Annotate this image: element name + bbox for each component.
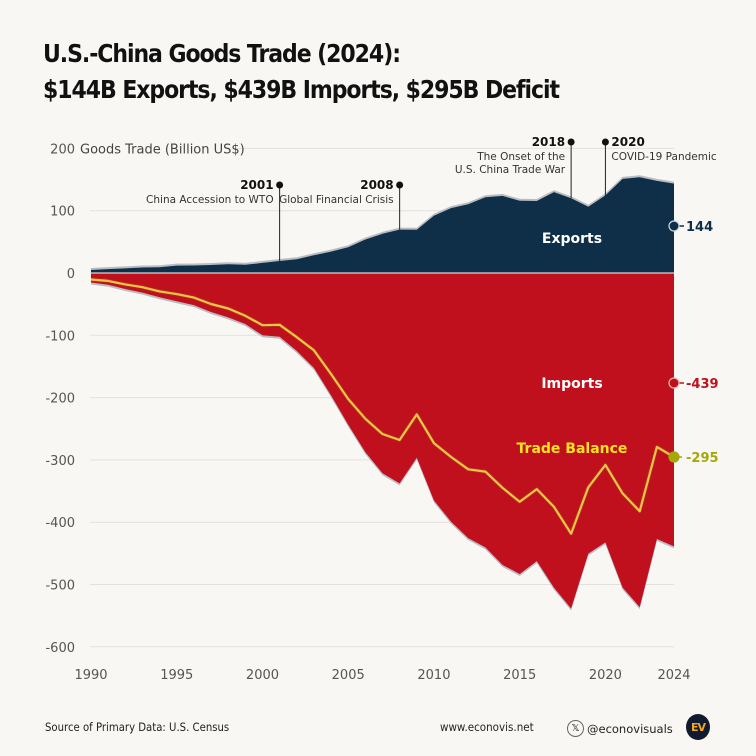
trade_balance-end-value: -295 — [686, 451, 719, 466]
x-logo-icon: 𝕏 — [567, 720, 584, 737]
annotation-year: 2001 — [240, 178, 273, 192]
trade-balance-line — [90, 278, 675, 535]
exports-end-value: 144 — [686, 220, 713, 235]
title-line-2: $144B Exports, $439B Imports, $295B Defi… — [43, 75, 560, 104]
y-tick-label: -500 — [45, 579, 75, 594]
y-tick-label: 200 — [50, 142, 75, 157]
website-link[interactable]: www.econovis.net — [440, 720, 534, 734]
annotation-year: 2020 — [611, 135, 644, 149]
y-axis-ticks: 200 100 0 -100 -200 -300 -400 -500 -600 Goods Tra… — [45, 142, 244, 655]
areas — [90, 175, 676, 611]
event-annotations: 2001 China Accession to WTO 2008 Global Fin… — [146, 135, 717, 262]
exports-end-dot — [668, 220, 680, 232]
y-tick-label: -600 — [45, 641, 75, 656]
annotation-text: COVID-19 Pandemic — [611, 151, 716, 163]
chart-title: U.S.-China Goods Trade (2024): $144B Exp… — [43, 36, 560, 108]
trade-balance-label: Trade Balance — [517, 441, 628, 457]
annotation-year: 2008 — [360, 178, 393, 192]
annotation-dot-2001 — [276, 181, 284, 189]
y-tick-label: 100 — [50, 205, 75, 220]
x-tick-label: 2024 — [657, 668, 690, 683]
imports-end-value: -439 — [686, 377, 719, 392]
econovis-logo: EV — [686, 714, 710, 740]
social-handle[interactable]: 𝕏 @econovisuals — [567, 720, 673, 737]
chart: 200 100 0 -100 -200 -300 -400 -500 -600 Goods Tra… — [45, 135, 719, 683]
x-tick-label: 2020 — [589, 668, 622, 683]
exports-area — [91, 177, 674, 273]
x-tick-label: 2010 — [417, 668, 450, 683]
series-labels: Exports Imports Trade Balance 144 -439 -295 — [517, 220, 719, 466]
y-tick-label: -200 — [45, 392, 75, 407]
annotation-dot-2018 — [567, 138, 575, 146]
source-note: Source of Primary Data: U.S. Census — [45, 720, 230, 734]
x-axis-ticks: 1990 1995 2000 2005 2010 2015 2020 2024 — [74, 668, 690, 683]
annotation-text: Global Financial Crisis — [279, 194, 394, 206]
imports-area — [91, 273, 674, 609]
y-tick-label: 0 — [67, 267, 75, 282]
x-tick-label: 1990 — [74, 668, 107, 683]
y-tick-label: -300 — [45, 454, 75, 469]
x-tick-label: 2015 — [503, 668, 536, 683]
annotation-text: The Onset of the — [476, 151, 565, 163]
y-tick-label: -400 — [45, 516, 75, 531]
x-tick-label: 1995 — [160, 668, 193, 683]
annotation-text: U.S. China Trade War — [455, 164, 566, 176]
imports-label: Imports — [541, 376, 602, 392]
y-tick-label: -100 — [45, 329, 75, 344]
x-tick-label: 2000 — [246, 668, 279, 683]
y-axis-title: Goods Trade (Billion US$) — [80, 142, 245, 157]
annotation-dot-2008 — [396, 181, 404, 189]
exports-label: Exports — [542, 231, 602, 247]
imports-end-dot — [668, 377, 680, 389]
handle-text: @econovisuals — [587, 721, 673, 736]
annotation-text: China Accession to WTO — [146, 194, 274, 206]
title-line-1: U.S.-China Goods Trade (2024): — [43, 39, 401, 68]
annotation-dot-2020 — [601, 138, 609, 146]
trade_balance-end-dot — [668, 451, 680, 463]
x-tick-label: 2005 — [332, 668, 365, 683]
annotation-year: 2018 — [532, 135, 565, 149]
